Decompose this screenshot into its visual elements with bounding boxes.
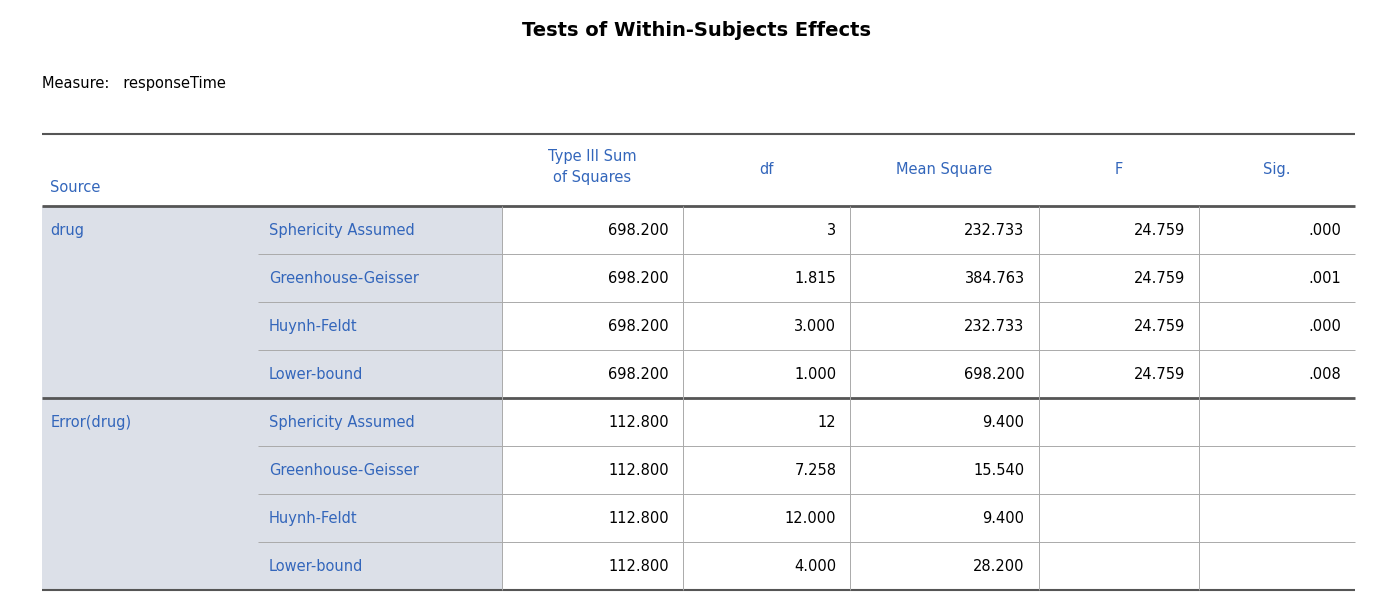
Text: 3.000: 3.000 [795, 319, 836, 334]
Text: Greenhouse-Geisser: Greenhouse-Geisser [269, 463, 420, 478]
Text: .000: .000 [1308, 319, 1341, 334]
Text: .008: .008 [1309, 367, 1341, 382]
Text: Greenhouse-Geisser: Greenhouse-Geisser [269, 271, 420, 286]
Text: 698.200: 698.200 [609, 271, 669, 286]
Text: Lower-bound: Lower-bound [269, 367, 364, 382]
Text: 698.200: 698.200 [965, 367, 1025, 382]
Text: Error(drug): Error(drug) [50, 415, 131, 430]
Bar [502, 446, 1355, 494]
Text: .001: .001 [1309, 271, 1341, 286]
Text: 384.763: 384.763 [965, 271, 1025, 286]
Text: 698.200: 698.200 [609, 319, 669, 334]
Text: 24.759: 24.759 [1133, 271, 1185, 286]
Text: 12: 12 [818, 415, 836, 430]
Bar [502, 254, 1355, 302]
Bar [502, 494, 1355, 542]
Text: 1.000: 1.000 [795, 367, 836, 382]
Text: Type III Sum
of Squares: Type III Sum of Squares [548, 149, 637, 185]
Text: 232.733: 232.733 [965, 319, 1025, 334]
Text: .000: .000 [1308, 223, 1341, 238]
Text: 232.733: 232.733 [965, 223, 1025, 238]
Text: Lower-bound: Lower-bound [269, 558, 364, 574]
Text: Sphericity Assumed: Sphericity Assumed [269, 415, 415, 430]
Text: 3: 3 [827, 223, 836, 238]
Text: 24.759: 24.759 [1133, 319, 1185, 334]
Bar [42, 494, 502, 542]
Text: 24.759: 24.759 [1133, 367, 1185, 382]
Text: Huynh-Feldt: Huynh-Feldt [269, 319, 358, 334]
Bar [42, 542, 502, 590]
Bar [42, 398, 502, 446]
Bar [42, 254, 502, 302]
Text: 4.000: 4.000 [795, 558, 836, 574]
Text: Sphericity Assumed: Sphericity Assumed [269, 223, 415, 238]
Text: 698.200: 698.200 [609, 223, 669, 238]
Bar [42, 446, 502, 494]
Text: 9.400: 9.400 [983, 415, 1025, 430]
Text: F: F [1115, 163, 1122, 177]
Text: 112.800: 112.800 [609, 463, 669, 478]
Text: 112.800: 112.800 [609, 415, 669, 430]
Text: 112.800: 112.800 [609, 510, 669, 526]
Text: 112.800: 112.800 [609, 558, 669, 574]
Bar [502, 542, 1355, 590]
Text: 28.200: 28.200 [973, 558, 1025, 574]
Bar [42, 302, 502, 350]
Text: 1.815: 1.815 [795, 271, 836, 286]
Text: 698.200: 698.200 [609, 367, 669, 382]
Text: df: df [760, 163, 774, 177]
Text: 7.258: 7.258 [795, 463, 836, 478]
Bar [502, 206, 1355, 254]
Text: 15.540: 15.540 [973, 463, 1025, 478]
Bar [42, 350, 502, 398]
Text: Sig.: Sig. [1263, 163, 1291, 177]
Text: Measure:   responseTime: Measure: responseTime [42, 76, 226, 91]
Text: Huynh-Feldt: Huynh-Feldt [269, 510, 358, 526]
Bar [42, 206, 502, 254]
Bar [502, 350, 1355, 398]
Text: 12.000: 12.000 [785, 510, 836, 526]
Bar [502, 398, 1355, 446]
Text: drug: drug [50, 223, 84, 238]
Text: Tests of Within-Subjects Effects: Tests of Within-Subjects Effects [523, 21, 871, 40]
Text: 24.759: 24.759 [1133, 223, 1185, 238]
Bar [502, 302, 1355, 350]
Text: Mean Square: Mean Square [896, 163, 993, 177]
Text: Source: Source [50, 180, 100, 195]
Text: 9.400: 9.400 [983, 510, 1025, 526]
